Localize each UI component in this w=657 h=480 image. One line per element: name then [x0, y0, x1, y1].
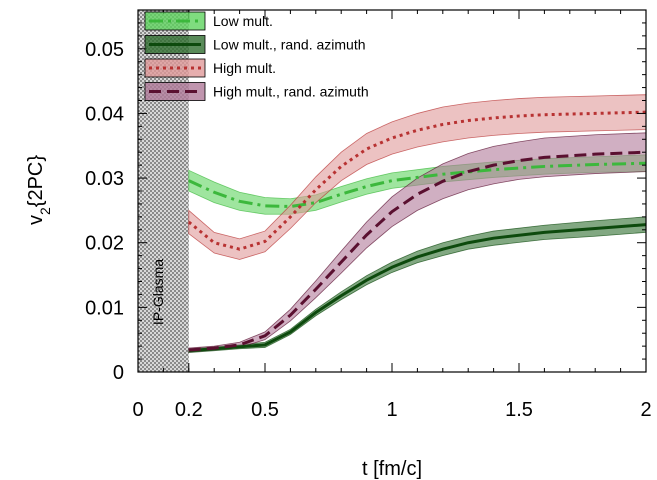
y-axis-label-main: v: [25, 215, 47, 225]
x-tick-label: 1: [386, 399, 397, 421]
y-tick-label: 0.04: [85, 103, 124, 125]
line-high-mult-rand-azimuth: [188, 150, 647, 352]
x-tick-label: 0.5: [251, 399, 279, 421]
line-low-mult-rand-azimuth: [188, 223, 647, 353]
line-low-mult: [188, 161, 647, 209]
x-tick-label: 2: [640, 399, 651, 421]
x-tick-label: 0: [132, 399, 143, 421]
y-axis-label-rest: {2PC}: [25, 155, 47, 208]
legend-label-high-mult: High mult.: [213, 60, 276, 76]
y-tick-label: 0.05: [85, 39, 124, 61]
legend-label-low-mult-rand-azimuth: Low mult., rand. azimuth: [213, 37, 366, 53]
y-tick-label: 0.02: [85, 233, 124, 255]
legend-swatch-high-mult: [144, 58, 206, 78]
y-tick-label: 0: [113, 362, 124, 384]
y-tick-label: 0.01: [85, 297, 124, 319]
legend-label-high-mult-rand-azimuth: High mult., rand. azimuth: [213, 84, 369, 100]
y-tick-label: 0.03: [85, 168, 124, 190]
ip-glasma-label: IP-Glasma: [150, 259, 166, 325]
legend-swatch-low-mult: [144, 11, 206, 31]
x-axis-label: t [fm/c]: [362, 458, 422, 480]
x-tick-label: 1.5: [505, 399, 533, 421]
y-axis-label: v2{2PC}: [25, 155, 53, 225]
y-axis-label-sub: 2: [37, 207, 53, 215]
x-tick-label: 0.2: [175, 399, 203, 421]
legend-label-low-mult: Low mult.: [213, 13, 273, 29]
